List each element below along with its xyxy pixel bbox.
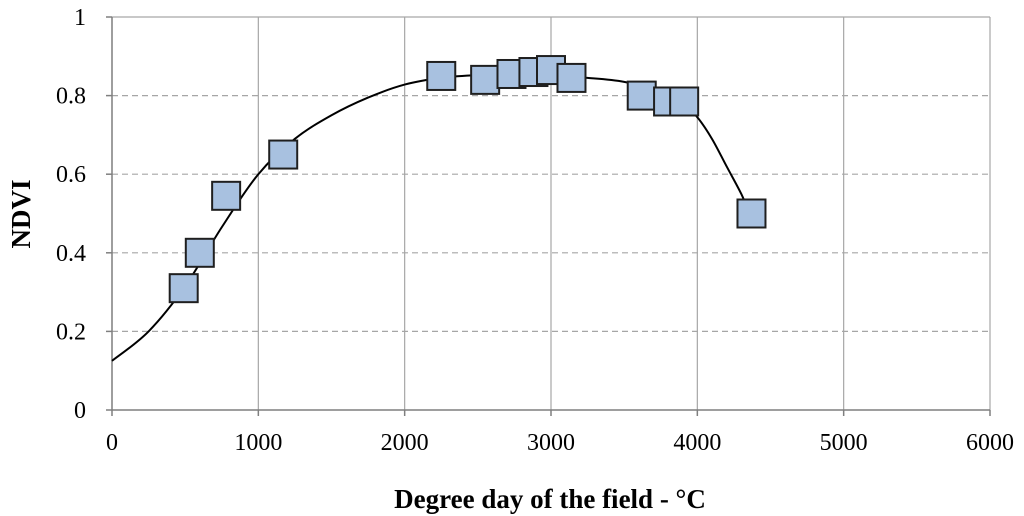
data-point	[184, 237, 215, 268]
x-tick-labels: 0 1000 2000 3000 4000 5000 6000	[106, 430, 1014, 456]
axes	[106, 16, 991, 416]
x-axis-title: Degree day of the field - °C	[394, 484, 706, 514]
x-tick-label: 2000	[381, 430, 429, 456]
y-tick-label: 0.4	[56, 241, 86, 267]
data-point	[168, 273, 199, 304]
data-point	[626, 80, 657, 111]
data-point	[669, 86, 700, 117]
data-points	[168, 55, 767, 304]
y-axis-title: NDVI	[6, 179, 36, 248]
fit-curve	[111, 73, 750, 362]
x-tick-label: 0	[106, 430, 118, 456]
y-tick-label: 0.8	[56, 84, 86, 110]
y-tick-label: 0.2	[56, 319, 86, 345]
x-tick-label: 5000	[820, 430, 868, 456]
data-point	[211, 180, 242, 211]
y-tick-labels: 0 0.2 0.4 0.6 0.8 1	[56, 5, 86, 424]
data-point	[426, 60, 457, 91]
x-tick-label: 4000	[673, 430, 721, 456]
data-point	[268, 139, 299, 170]
fit-curve-line	[111, 73, 750, 362]
data-point	[556, 62, 587, 93]
y-tick-label: 1	[74, 5, 86, 31]
y-tick-label: 0	[74, 398, 86, 424]
data-point	[470, 64, 501, 95]
data-point	[736, 198, 767, 229]
x-tick-label: 6000	[966, 430, 1014, 456]
x-tick-label: 3000	[527, 430, 575, 456]
y-tick-label: 0.6	[56, 162, 86, 188]
x-tick-label: 1000	[234, 430, 282, 456]
